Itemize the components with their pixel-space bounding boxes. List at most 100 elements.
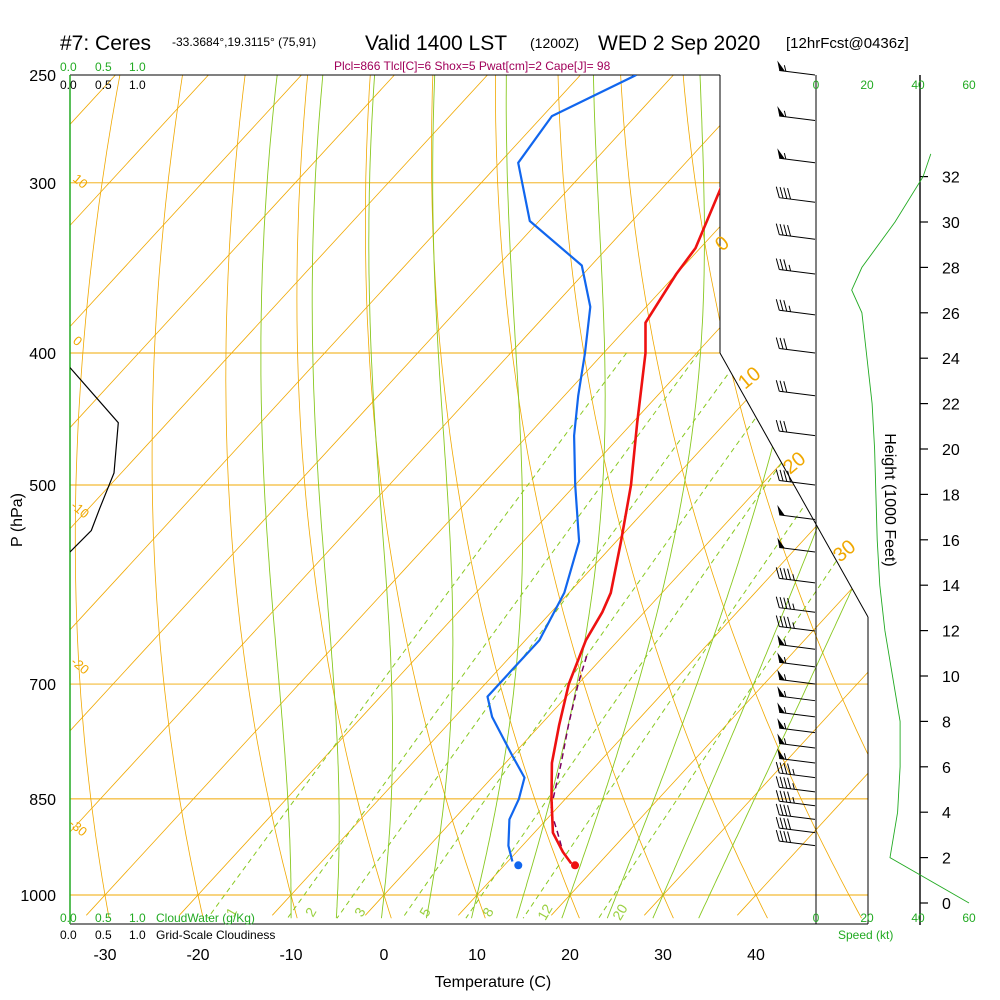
wind-barb <box>777 733 816 749</box>
wind-barb-staff <box>779 727 816 734</box>
wind-barb-feather <box>779 337 784 350</box>
cloudwater-top-2: 1.0 <box>129 60 146 74</box>
wind-barb-feather <box>779 567 784 579</box>
dry-adiabat-line <box>494 75 674 919</box>
wind-barb-feather <box>775 803 780 815</box>
dry-adiabat-label: 10 <box>734 363 765 394</box>
temperature-tick-label: -30 <box>93 947 116 964</box>
wind-barb <box>777 718 816 734</box>
cloudwater-top-0: 0.0 <box>60 60 77 74</box>
wind-barb <box>775 299 816 316</box>
wind-barb-feather <box>787 763 792 775</box>
dry-adiabat-line <box>296 75 392 919</box>
wind-barb <box>775 258 816 275</box>
mixing-ratio-label: 20 <box>609 901 631 923</box>
height-tick-label: 28 <box>942 260 960 277</box>
wind-barb-half-feather <box>792 574 795 581</box>
wind-barb-feather <box>775 469 780 481</box>
isotherm-line <box>70 75 603 916</box>
isotherm-line <box>70 75 231 916</box>
height-tick-label: 10 <box>942 669 960 686</box>
wind-barb <box>775 803 816 820</box>
wind-barb-flag <box>777 702 785 714</box>
temperature-axis: 1 2 3 5 8 12 20-30 -20 -10 0 10 20 30 40 <box>93 901 765 964</box>
wind-barb-staff <box>779 800 816 807</box>
wind-barb-feather <box>779 804 784 816</box>
wind-barb <box>777 537 816 553</box>
wind-barb-feather <box>779 469 784 482</box>
temperature-tick-label: -20 <box>186 947 209 964</box>
wind-barb-staff <box>779 827 816 834</box>
dry-adiabat-label: 30 <box>829 536 860 567</box>
wind-speed-trace <box>851 153 970 904</box>
wind-barb-feather <box>787 791 792 803</box>
wind-barb-staff <box>779 577 816 584</box>
wind-barb-half-feather <box>792 783 795 790</box>
height-axis-title: Height (1000 Feet) <box>881 433 898 566</box>
height-tick-label: 30 <box>942 215 960 232</box>
pressure-tick-label: 1000 <box>20 888 56 905</box>
temperature-tick-label: 10 <box>468 947 486 964</box>
wind-barb <box>777 686 816 702</box>
wind-barb-flag <box>777 686 785 697</box>
wind-barb-half-feather <box>783 152 787 160</box>
wind-barb-feather <box>783 300 788 312</box>
mixing-ratio-label: 12 <box>534 901 556 923</box>
wind-barb <box>777 504 816 520</box>
y-axis-title: P (hPa) <box>9 493 26 547</box>
dry-adiabat-line <box>617 75 862 919</box>
temperature-tick-label: 40 <box>747 947 765 964</box>
sounding-profiles <box>70 75 750 870</box>
wind-barb-flag <box>777 148 785 159</box>
wind-barb-staff <box>779 430 816 437</box>
wind-barb-staff <box>779 814 816 820</box>
wind-barb <box>775 469 816 486</box>
wind-barb-feather <box>787 224 792 237</box>
isotherm-line <box>272 75 868 916</box>
wind-barb-staff <box>779 115 816 122</box>
wind-barb-feather <box>775 186 780 198</box>
wind-barb-staff <box>779 390 816 397</box>
wind-barb <box>777 652 816 668</box>
wind-barb-feather <box>787 616 792 629</box>
wind-barb <box>775 829 816 847</box>
wind-barb-half-feather <box>783 690 787 698</box>
cloudwater-label: CloudWater (g/Kg) <box>156 911 255 925</box>
dry-adiabat-label: 10 <box>70 171 91 192</box>
dry-adiabat-label: -10 <box>68 498 92 522</box>
wind-barb-flag <box>777 105 785 117</box>
speed-tick-label-top: 20 <box>860 78 874 92</box>
mixing-ratio-label: 3 <box>351 904 369 919</box>
wind-barb-feather <box>779 615 784 628</box>
wind-barb <box>775 790 816 807</box>
mixing-ratio-line <box>402 352 803 919</box>
wind-barb-feather <box>775 337 780 349</box>
wind-barb-half-feather <box>792 768 795 776</box>
dry-adiabat-line <box>985 26 1000 919</box>
wind-barb-feather <box>779 380 784 392</box>
speed-tick-label-top: 0 <box>813 78 820 92</box>
wind-barb-flag <box>777 748 785 760</box>
wind-barb-half-feather <box>783 65 787 72</box>
wind-barb <box>775 615 816 632</box>
isotherm-line <box>737 75 868 916</box>
dry-adiabat-label: 20 <box>779 448 810 479</box>
moist-adiabat-line <box>260 75 297 919</box>
plot-frame <box>69 74 869 925</box>
wind-barb-staff <box>779 347 816 354</box>
wind-barb-feather <box>787 470 792 483</box>
wind-barb-feather <box>779 762 784 774</box>
wind-barb-half-feather <box>783 753 787 760</box>
surface-temperature-point <box>571 861 580 870</box>
wind-barb-staff <box>779 514 816 520</box>
forecast-info: [12hrFcst@0436z] <box>786 35 909 52</box>
speed-tick-label-top: 60 <box>962 78 976 92</box>
isotherm-line <box>70 75 417 916</box>
wind-barb-flag <box>777 537 785 549</box>
wind-barb-staff <box>779 479 816 486</box>
wind-barb-half-feather <box>792 622 795 629</box>
valid-date: WED 2 Sep 2020 <box>598 32 760 55</box>
dry-adiabat-line <box>924 26 1000 919</box>
wind-barb-feather <box>775 790 780 802</box>
